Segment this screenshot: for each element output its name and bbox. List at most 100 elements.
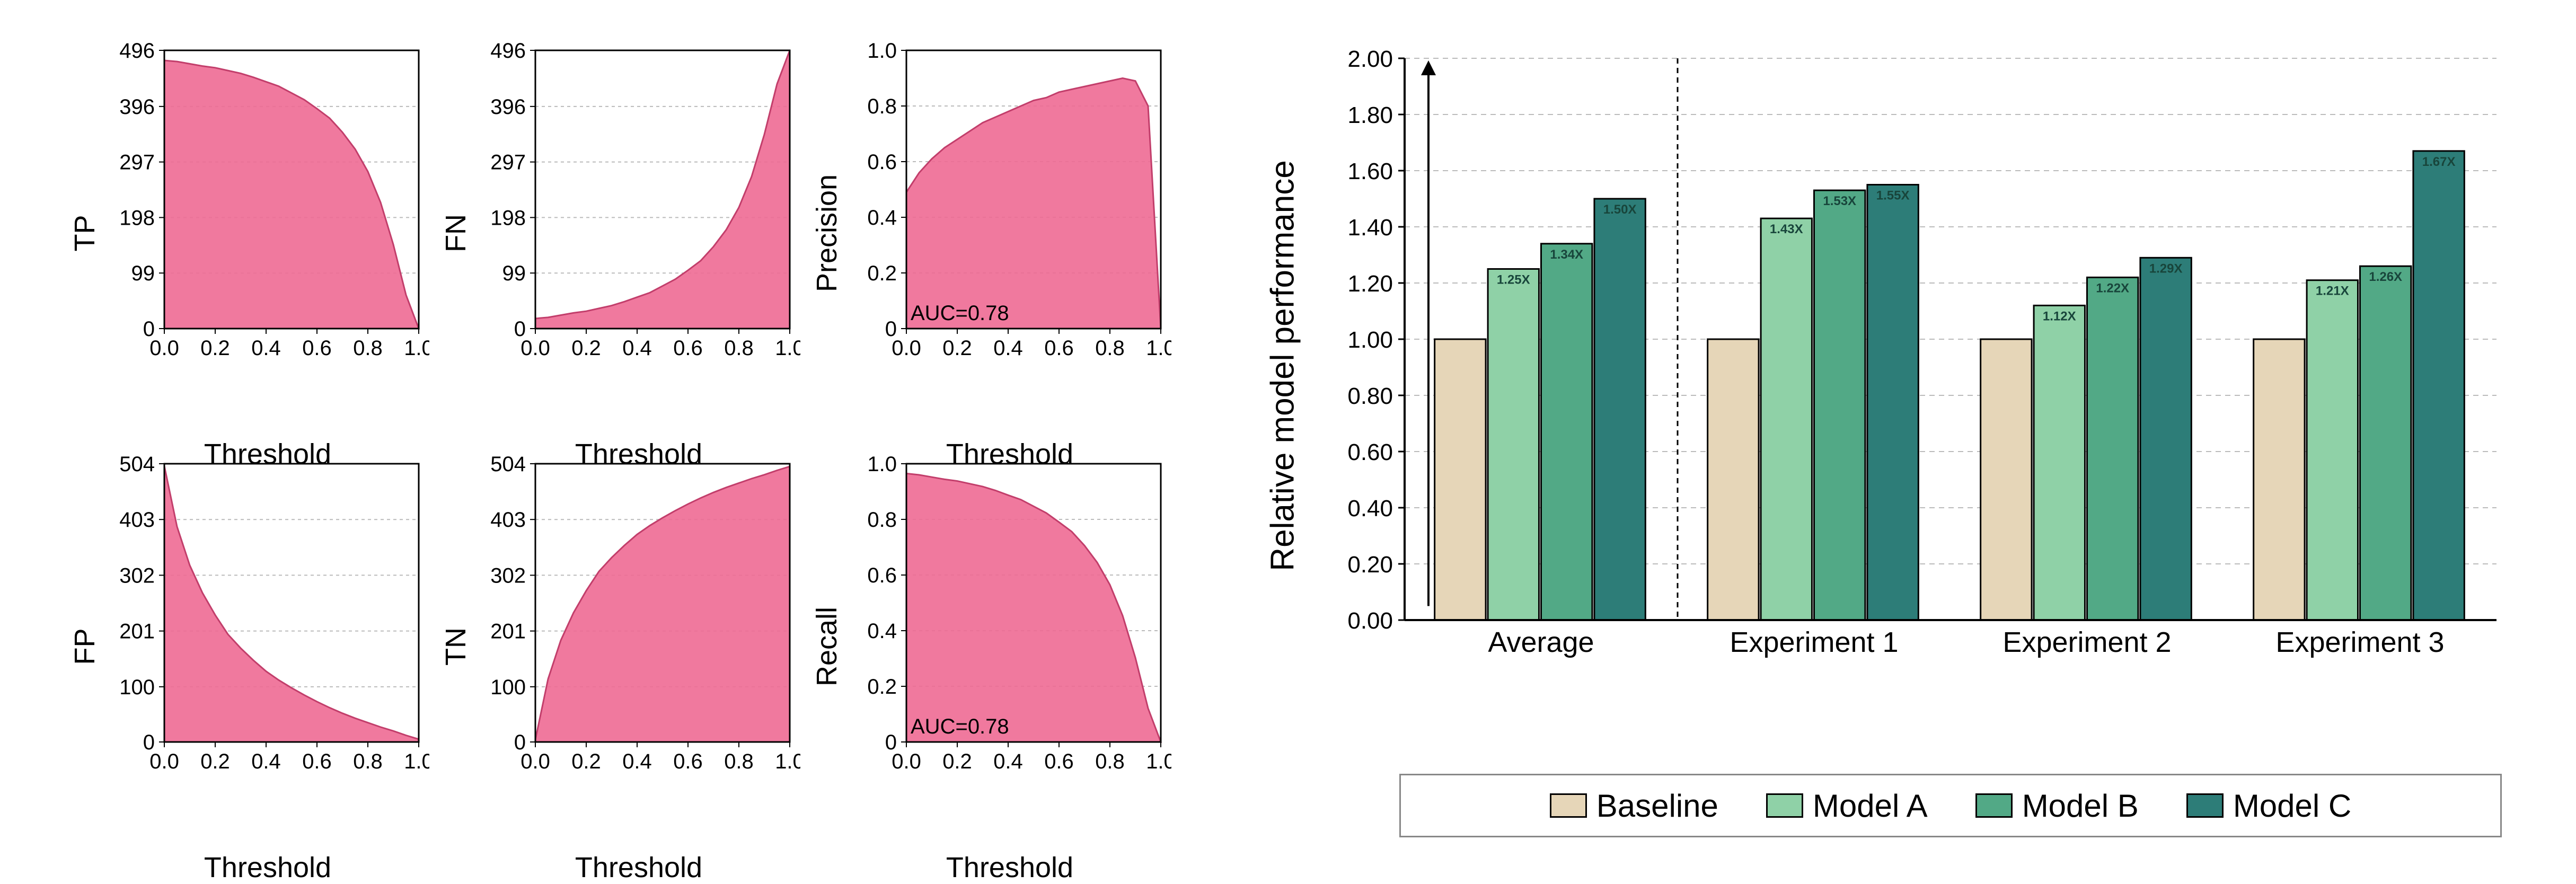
svg-text:0.6: 0.6 [867,151,897,174]
svg-text:0.2: 0.2 [867,675,897,699]
svg-text:0.4: 0.4 [622,750,652,773]
legend-swatch [1975,793,2013,818]
svg-text:0.2: 0.2 [942,750,972,773]
svg-text:0: 0 [143,317,155,341]
svg-text:1.26X: 1.26X [2369,270,2402,284]
ylabel: Precision [810,174,843,292]
svg-text:1.0: 1.0 [775,337,800,360]
svg-text:0.2: 0.2 [571,337,601,360]
svg-text:396: 396 [490,95,526,119]
svg-text:0.6: 0.6 [1044,750,1074,773]
svg-text:0: 0 [514,317,526,341]
svg-text:1.55X: 1.55X [1876,189,1910,203]
svg-text:1.0: 1.0 [867,456,897,476]
svg-text:100: 100 [490,676,526,699]
svg-text:0: 0 [885,731,897,754]
bar-chart: Relative model performance 1.25X1.34X1.5… [1315,42,2523,689]
svg-text:1.00: 1.00 [1347,327,1393,353]
svg-text:0.2: 0.2 [867,262,897,285]
svg-text:198: 198 [119,206,155,229]
svg-text:1.50X: 1.50X [1603,202,1637,217]
svg-text:1.25X: 1.25X [1497,273,1530,287]
threshold-metrics-grid: 0.00.20.40.60.81.0099198297396496TPThres… [106,42,1166,837]
svg-text:1.34X: 1.34X [1550,247,1583,262]
svg-text:0.8: 0.8 [1095,337,1125,360]
svg-text:0.4: 0.4 [251,750,281,773]
svg-text:Average: Average [1488,626,1594,658]
svg-text:0.80: 0.80 [1347,383,1393,409]
legend-label: Model C [2233,788,2351,824]
legend-swatch [2186,793,2224,818]
xlabel: Threshold [204,851,331,884]
svg-text:1.0: 1.0 [775,750,800,773]
svg-text:99: 99 [131,262,155,285]
svg-text:1.20: 1.20 [1347,271,1393,297]
svg-text:99: 99 [502,262,526,285]
subplot-precision: 0.00.20.40.60.81.000.20.40.60.81.0AUC=0.… [848,42,1171,424]
svg-text:0.6: 0.6 [673,750,703,773]
svg-text:Experiment 2: Experiment 2 [2002,626,2171,658]
svg-text:396: 396 [119,95,155,119]
svg-text:Experiment 1: Experiment 1 [1730,626,1898,658]
legend-label: Model A [1813,788,1928,824]
svg-text:496: 496 [490,42,526,63]
legend-swatch [1550,793,1587,818]
legend-label: Model B [2022,788,2139,824]
svg-text:1.53X: 1.53X [1823,194,1856,208]
svg-text:0.6: 0.6 [302,750,332,773]
svg-text:1.0: 1.0 [404,750,429,773]
subplot-tn: 0.00.20.40.60.81.00100201302403504TNThre… [477,456,800,837]
svg-text:0.40: 0.40 [1347,496,1393,521]
bar-chart-legend: Baseline Model A Model B Model C [1399,774,2502,837]
svg-text:201: 201 [490,620,526,643]
svg-text:0.8: 0.8 [724,750,754,773]
svg-text:0.4: 0.4 [993,750,1023,773]
svg-text:297: 297 [119,151,155,174]
bar-chart-ylabel: Relative model performance [1264,160,1302,571]
svg-text:0: 0 [885,317,897,341]
figure-canvas: 0.00.20.40.60.81.0099198297396496TPThres… [0,0,2576,859]
xlabel: Threshold [946,851,1073,884]
svg-text:0.2: 0.2 [571,750,601,773]
svg-text:Experiment 3: Experiment 3 [2275,626,2444,658]
ylabel: Recall [810,607,843,686]
ylabel: FP [68,628,101,665]
svg-text:0.4: 0.4 [622,337,652,360]
svg-text:0.2: 0.2 [200,337,230,360]
legend-item-model-b: Model B [1975,788,2139,824]
svg-text:1.67X: 1.67X [2422,155,2456,169]
svg-text:0.8: 0.8 [724,337,754,360]
svg-text:AUC=0.78: AUC=0.78 [911,715,1009,738]
svg-text:1.22X: 1.22X [2096,281,2129,295]
svg-text:1.43X: 1.43X [1770,222,1803,236]
svg-text:302: 302 [119,564,155,587]
svg-text:1.29X: 1.29X [2149,261,2183,276]
svg-text:0.2: 0.2 [200,750,230,773]
svg-text:0.00: 0.00 [1347,608,1393,634]
svg-text:1.0: 1.0 [404,337,429,360]
ylabel: FN [439,214,472,252]
subplot-fn: 0.00.20.40.60.81.0099198297396496FNThres… [477,42,800,424]
svg-text:302: 302 [490,564,526,587]
svg-text:0.6: 0.6 [673,337,703,360]
svg-text:504: 504 [490,456,526,476]
model-performance-panel: Relative model performance 1.25X1.34X1.5… [1315,42,2523,837]
legend-item-baseline: Baseline [1550,788,1718,824]
svg-text:403: 403 [119,508,155,532]
svg-text:0: 0 [514,731,526,754]
svg-text:496: 496 [119,42,155,63]
svg-text:1.60: 1.60 [1347,158,1393,184]
legend-item-model-c: Model C [2186,788,2351,824]
svg-text:1.0: 1.0 [1146,337,1171,360]
ylabel: TN [439,627,472,666]
xlabel: Threshold [575,851,702,884]
svg-text:0.4: 0.4 [867,620,897,643]
legend-item-model-a: Model A [1766,788,1928,824]
svg-text:0.4: 0.4 [867,206,897,229]
svg-text:100: 100 [119,676,155,699]
svg-text:0.20: 0.20 [1347,552,1393,578]
svg-text:AUC=0.78: AUC=0.78 [911,302,1009,325]
svg-text:1.21X: 1.21X [2316,284,2349,298]
svg-text:0.8: 0.8 [1095,750,1125,773]
legend-label: Baseline [1596,788,1718,824]
